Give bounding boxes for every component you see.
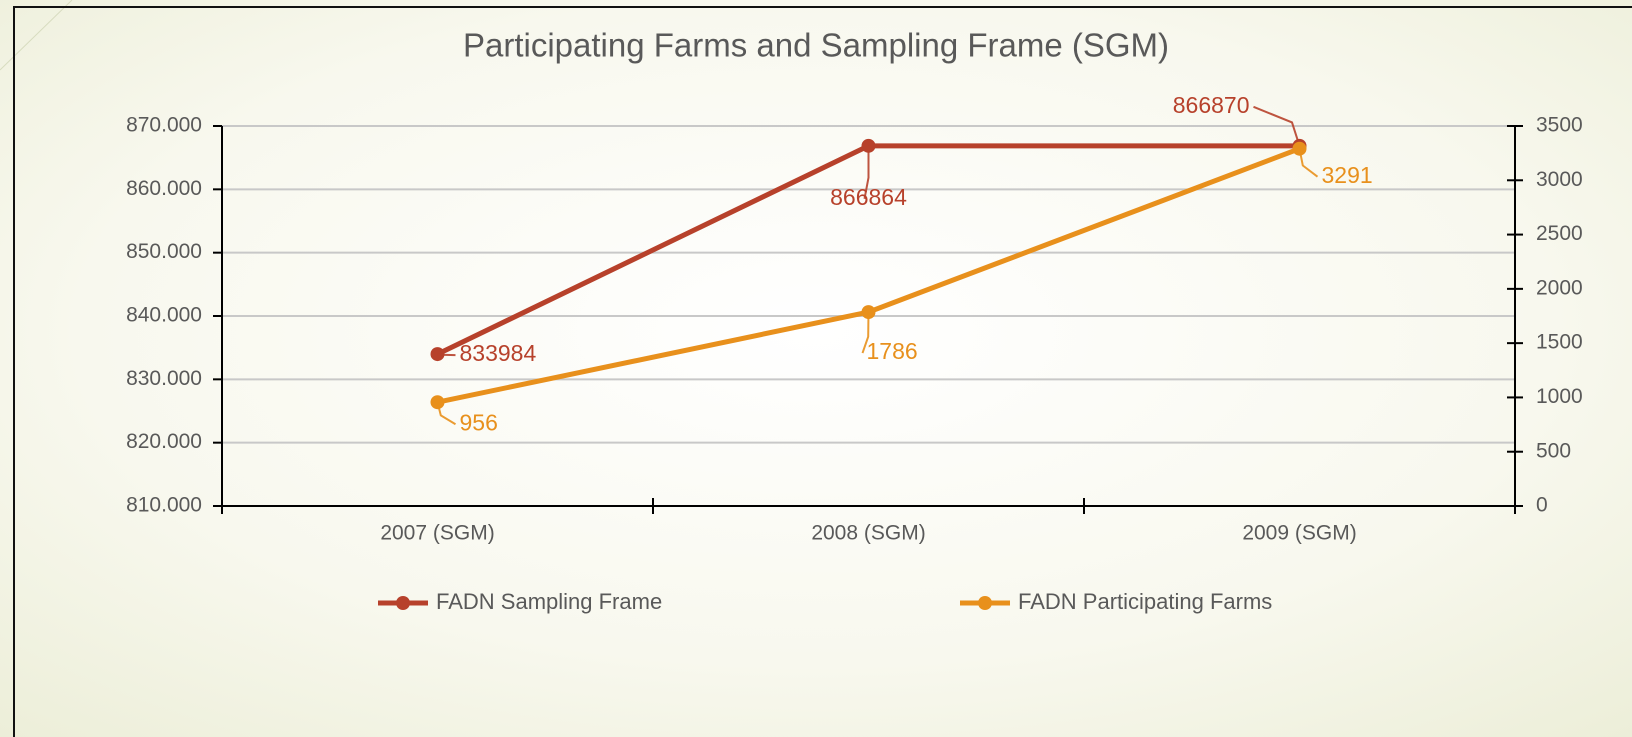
data-label: 3291	[1322, 162, 1373, 188]
data-label: 866870	[1173, 92, 1250, 118]
data-label: 956	[460, 409, 498, 435]
decoration	[0, 0, 73, 71]
y-tick-label: 850.000	[126, 240, 202, 263]
y2-tick-label: 0	[1536, 494, 1548, 517]
data-label: 866864	[830, 184, 907, 210]
legend-label: FADN Participating Farms	[1018, 589, 1272, 614]
y2-tick-label: 1500	[1536, 331, 1583, 354]
x-tick-label: 2008 (SGM)	[811, 522, 925, 545]
frame	[13, 6, 1632, 737]
legend-marker	[396, 596, 410, 610]
y2-tick-label: 2500	[1536, 222, 1583, 245]
y-tick-label: 830.000	[126, 367, 202, 390]
leader-line	[1298, 148, 1319, 178]
y2-tick-label: 3000	[1536, 168, 1583, 191]
leader-line	[863, 145, 870, 200]
y2-tick-label: 500	[1536, 439, 1571, 462]
data-label: 833984	[460, 340, 537, 366]
y2-tick-label: 1000	[1536, 385, 1583, 408]
leader-line	[861, 312, 870, 354]
y-tick-label: 810.000	[126, 494, 202, 517]
y2-tick-label: 3500	[1536, 114, 1583, 137]
legend-marker	[978, 596, 992, 610]
leader-line	[1253, 105, 1301, 147]
y-tick-label: 860.000	[126, 177, 202, 200]
x-tick-label: 2007 (SGM)	[380, 522, 494, 545]
y-tick-label: 870.000	[126, 114, 202, 137]
data-label: 1786	[867, 338, 918, 364]
x-tick-label: 2009 (SGM)	[1242, 522, 1356, 545]
y-tick-label: 820.000	[126, 430, 202, 453]
legend-label: FADN Sampling Frame	[436, 589, 662, 614]
leader-line	[437, 353, 456, 357]
y-tick-label: 840.000	[126, 304, 202, 327]
leader-line	[436, 401, 457, 426]
y2-tick-label: 2000	[1536, 276, 1583, 299]
chart-title: Participating Farms and Sampling Frame (…	[463, 27, 1169, 64]
